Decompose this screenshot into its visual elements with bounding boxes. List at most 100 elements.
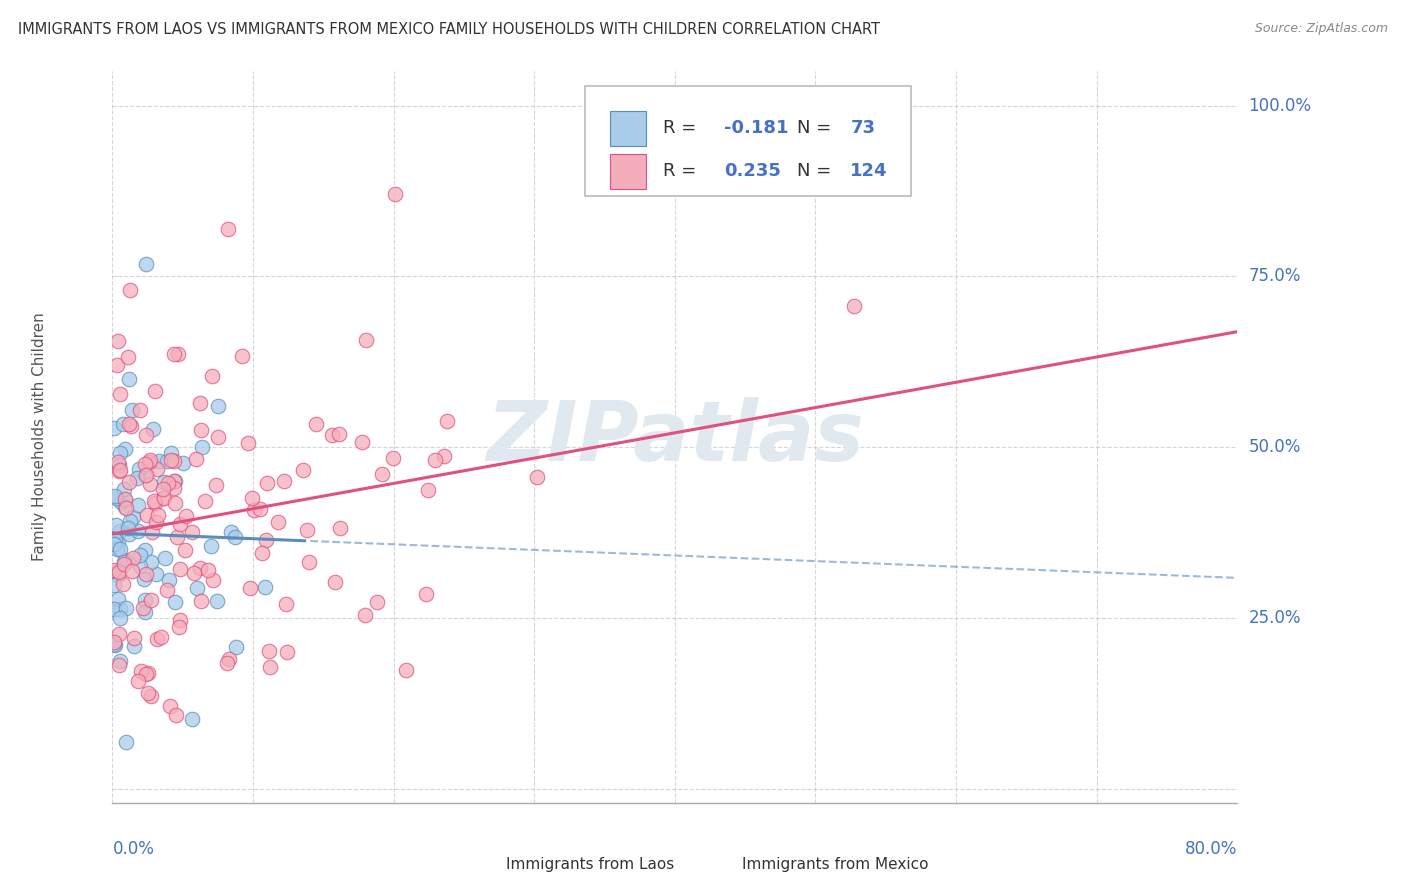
Point [225,640,247,654]
Point [108,524,131,539]
Point [132,572,155,586]
Point [138,453,160,467]
Point [108,541,131,556]
Point [107,568,129,582]
Text: 50.0%: 50.0% [1249,438,1301,457]
Point [267,515,290,529]
FancyBboxPatch shape [610,111,645,146]
Text: Immigrants from Mexico: Immigrants from Mexico [742,857,929,872]
Point [125,471,148,485]
Point [112,555,135,569]
Point [353,608,375,623]
Point [155,454,177,468]
Point [194,494,217,508]
FancyBboxPatch shape [610,153,645,189]
Point [249,502,271,516]
Point [371,467,394,481]
Point [163,474,186,488]
Point [135,667,157,681]
Point [117,527,139,541]
Point [159,453,181,467]
Text: Immigrants from Laos: Immigrants from Laos [506,857,675,872]
Point [112,557,135,571]
Point [191,440,214,454]
Point [354,333,377,347]
Point [153,475,176,490]
Point [384,187,406,202]
Point [104,489,127,503]
Point [298,555,321,569]
Point [153,491,176,505]
Point [108,626,131,640]
Point [190,594,212,608]
Point [163,454,186,468]
Point [108,602,131,616]
Point [218,651,240,665]
Point [276,597,298,611]
Point [201,573,224,587]
Point [134,592,156,607]
Point [135,257,157,271]
Text: N =: N = [797,120,838,137]
Point [432,450,454,464]
Point [132,601,155,615]
Point [141,524,163,539]
Point [111,577,134,591]
Point [114,552,136,566]
Point [143,384,166,398]
Point [174,543,197,558]
Point [321,427,343,442]
Point [105,542,128,557]
Point [107,591,129,606]
Point [436,414,458,428]
Point [103,634,125,648]
Point [254,533,277,548]
Text: 75.0%: 75.0% [1249,268,1301,285]
Point [129,664,152,678]
Text: 25.0%: 25.0% [1249,609,1301,627]
Point [165,475,187,489]
Point [253,580,276,594]
Point [186,451,208,466]
Point [110,445,132,459]
Point [276,645,298,659]
Point [122,550,145,565]
Point [145,515,167,529]
Point [120,283,142,297]
Point [122,631,145,645]
Text: 73: 73 [851,120,876,137]
Text: 0.235: 0.235 [724,162,782,180]
Point [135,468,157,483]
Point [103,602,125,616]
Point [143,494,166,508]
Point [110,387,132,401]
Point [180,712,202,726]
Point [150,630,173,644]
Point [138,665,160,680]
Point [135,508,157,523]
Point [350,434,373,449]
Point [135,566,157,581]
Point [176,509,198,524]
Point [188,396,211,410]
Point [217,221,239,235]
Point [134,467,156,482]
Point [180,525,202,540]
Point [169,562,191,576]
Point [108,458,131,472]
Point [103,420,125,434]
Point [163,481,186,495]
Text: IMMIGRANTS FROM LAOS VS IMMIGRANTS FROM MEXICO FAMILY HOUSEHOLDS WITH CHILDREN C: IMMIGRANTS FROM LAOS VS IMMIGRANTS FROM … [18,22,880,37]
Point [295,523,318,537]
Point [146,632,169,646]
Point [128,462,150,476]
Point [200,540,222,554]
Point [844,300,866,314]
Point [257,644,280,658]
Point [103,578,125,592]
Point [114,493,136,508]
Point [105,491,128,506]
Point [418,483,440,497]
Point [153,550,176,565]
Point [238,436,260,450]
